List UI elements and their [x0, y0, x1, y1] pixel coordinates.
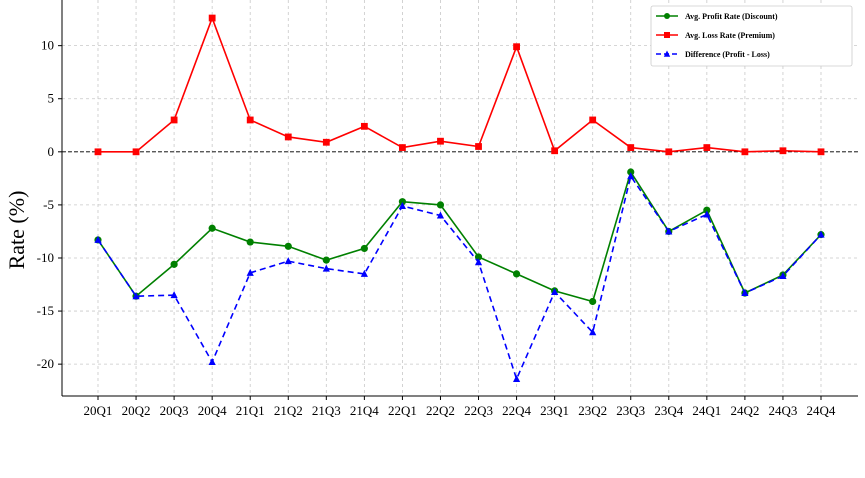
- x-tick-label: 23Q4: [654, 403, 683, 418]
- data-point-profit: [284, 242, 292, 250]
- data-point-loss: [94, 148, 102, 156]
- data-point-loss: [284, 133, 292, 141]
- legend-label-difference: Difference (Profit - Loss): [685, 50, 770, 59]
- data-point-profit: [246, 238, 254, 246]
- data-point-profit: [322, 256, 330, 264]
- x-tick-label: 21Q1: [236, 403, 265, 418]
- data-point-profit: [474, 253, 483, 261]
- series-layer: [94, 14, 825, 383]
- data-point-loss: [208, 14, 216, 22]
- legend-marker-profit: [664, 13, 670, 19]
- y-tick-label: 5: [48, 91, 55, 106]
- data-point-loss: [779, 147, 787, 155]
- x-axis-ticks: 20Q1 20Q2 20Q3 20Q4 21Q1 21Q2 21Q3 21Q4 22Q1 22Q2…: [84, 396, 836, 418]
- data-point-loss: [322, 138, 330, 146]
- data-point-difference: [246, 268, 254, 276]
- x-tick-label: 21Q2: [274, 403, 303, 418]
- data-point-difference: [284, 257, 292, 265]
- series-line-profit: [97, 170, 822, 303]
- x-tick-label: 21Q3: [312, 403, 341, 418]
- data-point-profit: [703, 206, 711, 214]
- data-point-difference: [94, 235, 102, 243]
- series-loss: [94, 14, 825, 156]
- legend-label-profit: Avg. Profit Rate (Discount): [685, 12, 778, 21]
- data-point-loss: [665, 148, 673, 156]
- series-difference: [94, 172, 825, 383]
- data-point-difference: [322, 264, 330, 272]
- data-point-loss: [513, 43, 520, 51]
- legend-label-loss: Avg. Loss Rate (Premium): [685, 31, 775, 40]
- data-point-profit: [436, 201, 445, 209]
- x-tick-label: 20Q3: [160, 403, 189, 418]
- x-tick-label: 23Q3: [616, 403, 645, 418]
- data-point-loss: [551, 147, 559, 155]
- x-tick-label: 20Q4: [198, 403, 227, 418]
- data-point-difference: [170, 291, 178, 299]
- data-point-difference: [817, 230, 825, 238]
- x-tick-label: 22Q4: [502, 403, 531, 418]
- x-tick-label: 23Q1: [540, 403, 569, 418]
- data-point-loss: [399, 144, 406, 151]
- x-tick-label: 22Q1: [388, 403, 417, 418]
- data-point-loss: [589, 116, 597, 124]
- x-tick-label: 24Q4: [807, 403, 836, 418]
- y-axis-ticks: -20 -15 -10 -5 0 5 10: [37, 38, 62, 371]
- data-point-difference: [627, 172, 635, 180]
- y-tick-label: 10: [41, 38, 54, 53]
- data-point-difference: [589, 328, 597, 336]
- data-point-difference: [551, 287, 559, 295]
- data-point-difference: [665, 227, 673, 235]
- data-point-difference: [703, 210, 711, 218]
- x-tick-label: 24Q2: [730, 403, 759, 418]
- legend-marker-difference: [663, 50, 671, 57]
- x-tick-label: 24Q3: [769, 403, 798, 418]
- y-tick-label: -15: [37, 303, 54, 318]
- data-point-difference: [474, 258, 483, 266]
- data-point-profit: [589, 297, 597, 306]
- data-point-loss: [703, 144, 711, 151]
- data-point-difference: [436, 211, 445, 219]
- data-point-profit: [627, 168, 635, 176]
- data-point-profit: [170, 260, 178, 268]
- series-line-difference: [97, 174, 822, 382]
- x-tick-label: 21Q4: [350, 403, 379, 418]
- data-point-loss: [817, 148, 825, 156]
- data-point-profit: [398, 198, 407, 206]
- data-point-loss: [741, 148, 749, 156]
- y-tick-label: -5: [43, 197, 54, 212]
- data-point-difference: [512, 375, 521, 383]
- x-tick-label: 22Q3: [464, 403, 493, 418]
- data-point-difference: [398, 201, 407, 209]
- data-point-loss: [246, 116, 254, 124]
- y-tick-label: 0: [48, 144, 55, 159]
- data-point-loss: [132, 148, 140, 156]
- data-point-loss: [437, 137, 444, 145]
- series-profit: [94, 168, 825, 306]
- data-point-profit: [360, 244, 368, 253]
- x-tick-label: 24Q1: [692, 403, 721, 418]
- data-point-difference: [779, 272, 787, 280]
- data-point-profit: [512, 270, 521, 278]
- x-tick-label: 20Q1: [84, 403, 113, 418]
- data-point-loss: [360, 122, 368, 130]
- data-point-difference: [132, 292, 140, 300]
- x-tick-label: 20Q2: [122, 403, 151, 418]
- data-point-difference: [208, 358, 216, 366]
- legend: Avg. Profit Rate (Discount) Avg. Loss Rat…: [650, 5, 853, 67]
- data-point-loss: [170, 116, 178, 124]
- legend-marker-loss: [664, 32, 670, 38]
- y-axis-label: Rate (%): [4, 191, 29, 270]
- y-tick-label: -20: [37, 356, 54, 371]
- x-tick-label: 22Q2: [426, 403, 455, 418]
- y-tick-label: -10: [37, 250, 54, 265]
- data-point-profit: [208, 224, 216, 232]
- data-point-loss: [627, 144, 635, 151]
- series-line-loss: [98, 15, 822, 153]
- x-tick-label: 23Q2: [578, 403, 607, 418]
- legend-box: [650, 5, 853, 67]
- data-point-difference: [360, 269, 368, 277]
- data-point-difference: [741, 289, 749, 297]
- data-point-loss: [475, 143, 482, 150]
